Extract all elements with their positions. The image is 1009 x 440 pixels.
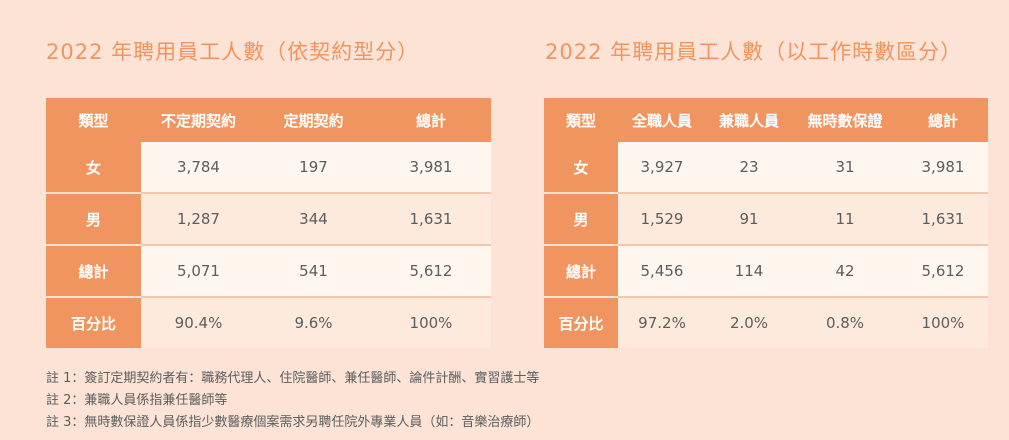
column-header: 定期契約 <box>256 98 371 142</box>
table-cell: 197 <box>256 142 371 193</box>
footnote: 註 1：簽訂定期契約者有：職務代理人、住院醫師、兼任醫師、論件計酬、實習護士等 <box>46 371 540 386</box>
table-row: 男 1,287 344 1,631 <box>46 192 491 245</box>
table-cell: 1,287 <box>141 192 256 245</box>
row-label: 女 <box>46 142 141 193</box>
working-hours-table: 類型 全職人員 兼職人員 無時數保證 總計 女 3,927 23 31 3,98… <box>544 98 988 348</box>
table-header-row: 類型 全職人員 兼職人員 無時數保證 總計 <box>544 98 988 142</box>
contract-type-table: 類型 不定期契約 定期契約 總計 女 3,784 197 3,981 男 1,2… <box>46 98 491 348</box>
table-cell: 114 <box>706 244 792 297</box>
table-cell: 541 <box>256 244 371 297</box>
right-table-title: 2022 年聘用員工人數（以工作時數區分） <box>545 40 963 64</box>
table-cell: 3,981 <box>371 142 491 193</box>
table-cell: 3,981 <box>898 142 988 193</box>
table-cell: 42 <box>792 244 898 297</box>
column-header: 總計 <box>371 98 491 142</box>
row-label: 男 <box>544 192 618 245</box>
row-label: 總計 <box>544 244 618 297</box>
table-cell: 11 <box>792 192 898 245</box>
table-row: 女 3,927 23 31 3,981 <box>544 142 988 193</box>
table-cell: 1,631 <box>898 192 988 245</box>
table-cell: 100% <box>898 296 988 348</box>
table-cell: 1,529 <box>618 192 706 245</box>
table-cell: 100% <box>371 296 491 348</box>
table-cell: 3,927 <box>618 142 706 193</box>
row-label: 百分比 <box>46 296 141 348</box>
table-cell: 5,456 <box>618 244 706 297</box>
row-label: 總計 <box>46 244 141 297</box>
column-header: 類型 <box>544 98 618 142</box>
row-label: 百分比 <box>544 296 618 348</box>
footnotes: 註 1：簽訂定期契約者有：職務代理人、住院醫師、兼任醫師、論件計酬、實習護士等 … <box>46 368 539 434</box>
table-cell: 5,071 <box>141 244 256 297</box>
table-cell: 344 <box>256 192 371 245</box>
footnote: 註 2：兼職人員係指兼任醫師等 <box>46 393 228 408</box>
column-header: 兼職人員 <box>706 98 792 142</box>
column-header: 全職人員 <box>618 98 706 142</box>
table-cell: 91 <box>706 192 792 245</box>
table-row: 總計 5,456 114 42 5,612 <box>544 244 988 297</box>
table-row: 百分比 97.2% 2.0% 0.8% 100% <box>544 296 988 348</box>
table-cell: 90.4% <box>141 296 256 348</box>
table-cell: 1,631 <box>371 192 491 245</box>
table-cell: 2.0% <box>706 296 792 348</box>
table-row: 女 3,784 197 3,981 <box>46 142 491 193</box>
table-cell: 97.2% <box>618 296 706 348</box>
table-row: 百分比 90.4% 9.6% 100% <box>46 296 491 348</box>
table-cell: 23 <box>706 142 792 193</box>
table-row: 男 1,529 91 11 1,631 <box>544 192 988 245</box>
footnote: 註 3：無時數保證人員係指少數醫療個案需求另聘任院外專業人員（如：音樂治療師） <box>46 415 540 430</box>
table-cell: 3,784 <box>141 142 256 193</box>
column-header: 無時數保證 <box>792 98 898 142</box>
column-header: 總計 <box>898 98 988 142</box>
table-cell: 0.8% <box>792 296 898 348</box>
column-header: 類型 <box>46 98 141 142</box>
table-header-row: 類型 不定期契約 定期契約 總計 <box>46 98 491 142</box>
table-row: 總計 5,071 541 5,612 <box>46 244 491 297</box>
table-cell: 9.6% <box>256 296 371 348</box>
table-cell: 5,612 <box>898 244 988 297</box>
column-header: 不定期契約 <box>141 98 256 142</box>
row-label: 女 <box>544 142 618 193</box>
table-cell: 31 <box>792 142 898 193</box>
table-cell: 5,612 <box>371 244 491 297</box>
left-table-title: 2022 年聘用員工人數（依契約型分） <box>46 40 420 64</box>
row-label: 男 <box>46 192 141 245</box>
